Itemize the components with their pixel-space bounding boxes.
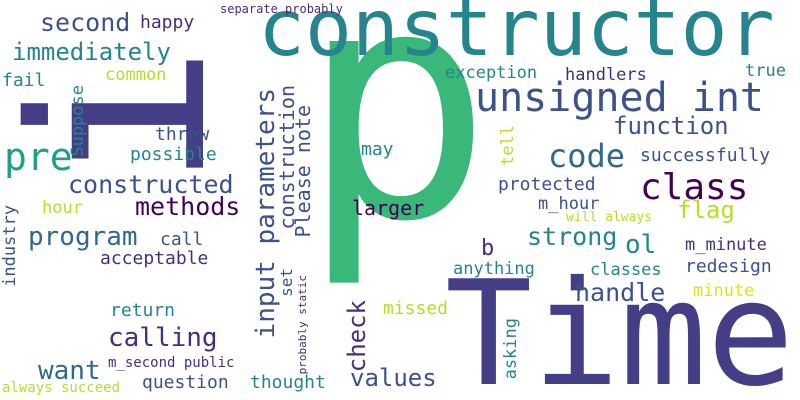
- word-thought: thought: [250, 372, 326, 393]
- word-m-second-public: m_second public: [108, 355, 235, 371]
- word-redesign: redesign: [685, 256, 772, 277]
- word-question: question: [142, 372, 229, 393]
- word-set: set: [277, 268, 296, 297]
- word-please-note: Please note: [291, 105, 315, 238]
- word-check: check: [343, 300, 371, 373]
- word-b: b: [481, 236, 495, 261]
- word-anything: anything: [453, 259, 535, 279]
- word-pre: pre: [4, 135, 73, 179]
- word-function: function: [613, 112, 729, 140]
- word-fail: fail: [2, 70, 46, 91]
- word-tell: tell: [498, 125, 518, 166]
- word-missed: missed: [383, 298, 449, 319]
- word-m-minute: m_minute: [685, 235, 767, 255]
- word-classes: classes: [590, 260, 662, 280]
- word-always-succeed: always succeed: [2, 380, 121, 396]
- word-separate-probably: separate probably: [220, 2, 343, 16]
- word-calling: calling: [108, 323, 218, 353]
- word-possible: possible: [130, 144, 217, 165]
- word-throw: throw: [155, 124, 210, 145]
- word-protected: protected: [498, 174, 596, 195]
- word-values: values: [350, 364, 437, 392]
- word-handle: handle: [575, 278, 666, 307]
- word-minute: minute: [693, 281, 755, 301]
- word-class: class: [640, 167, 749, 208]
- word-asking: asking: [501, 318, 521, 380]
- word-suppose: Suppose: [68, 85, 88, 157]
- word-second: second: [40, 8, 131, 37]
- word-larger: larger: [352, 196, 425, 220]
- word-unsigned-int: unsigned int: [475, 75, 764, 121]
- word-true: true: [745, 61, 786, 81]
- word-call: call: [160, 229, 204, 250]
- word-will-always: will always: [566, 210, 653, 225]
- word-handlers: handlers: [565, 65, 647, 85]
- word-happy: happy: [140, 12, 195, 33]
- word-methods: methods: [135, 192, 241, 221]
- word-acceptable: acceptable: [100, 248, 209, 269]
- word-program: program: [28, 222, 138, 252]
- word-immediately: immediately: [12, 38, 171, 66]
- word-strong: strong: [527, 222, 618, 251]
- word-flag: flag: [677, 196, 735, 224]
- word-constructed: constructed: [68, 170, 234, 199]
- word-exception: exception: [445, 63, 538, 83]
- word-may: may: [361, 139, 394, 160]
- word-p: p: [300, 0, 493, 292]
- word-code: code: [548, 137, 626, 175]
- word-hour: hour: [42, 198, 83, 218]
- word-want: want: [38, 356, 101, 386]
- word-common: common: [105, 65, 167, 85]
- word-ol: ol: [625, 230, 657, 260]
- word-m-hour: m_hour: [538, 194, 600, 214]
- word-probably-static: probably static: [296, 275, 309, 375]
- word-time: Time: [445, 250, 795, 400]
- word-return: return: [110, 300, 176, 321]
- word-successfully: successfully: [640, 145, 771, 166]
- word-constructor: constructor: [258, 0, 775, 74]
- word-industry: industry: [0, 205, 20, 287]
